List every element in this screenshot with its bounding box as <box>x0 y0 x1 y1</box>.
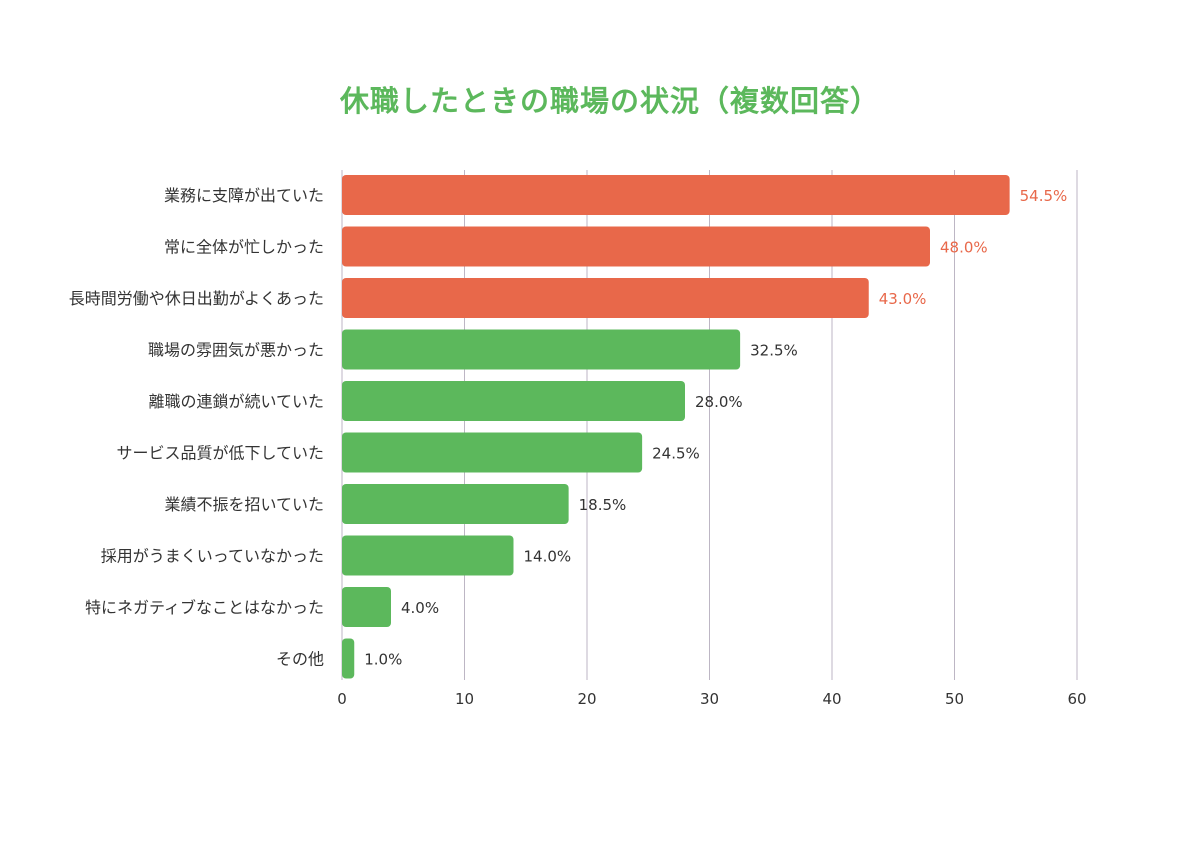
category-label: 採用がうまくいっていなかった <box>101 547 324 566</box>
category-label: 職場の雰囲気が悪かった <box>148 341 324 360</box>
category-label: 業績不振を招いていた <box>164 495 324 514</box>
bar <box>342 381 685 421</box>
bar <box>342 432 643 473</box>
value-label: 4.0% <box>401 599 439 617</box>
value-label: 14.0% <box>524 548 572 566</box>
category-label: 特にネガティブなことはなかった <box>85 598 324 617</box>
tick-label: 20 <box>577 690 596 708</box>
category-label: サービス品質が低下していた <box>116 444 324 463</box>
bar <box>342 484 569 524</box>
tick-label: 10 <box>455 690 474 708</box>
category-label: 長時間労働や休日出勤がよくあった <box>69 289 324 308</box>
bar <box>342 638 355 679</box>
category-label: 離職の連鎖が続いていた <box>148 392 324 411</box>
value-label: 1.0% <box>364 651 402 669</box>
bar <box>342 587 391 627</box>
category-label: 業務に支障が出ていた <box>164 186 324 205</box>
value-label: 32.5% <box>750 342 798 360</box>
category-label: 常に全体が忙しかった <box>164 238 324 257</box>
tick-label: 40 <box>822 690 841 708</box>
value-label: 18.5% <box>579 496 627 514</box>
bar <box>342 175 1010 215</box>
bar <box>342 226 930 267</box>
tick-label: 60 <box>1067 690 1086 708</box>
tick-label: 50 <box>945 690 964 708</box>
value-label: 43.0% <box>879 290 927 308</box>
bar <box>342 278 869 318</box>
bar <box>342 535 514 576</box>
value-label: 24.5% <box>652 445 700 463</box>
value-label: 54.5% <box>1020 187 1068 205</box>
category-label: その他 <box>276 650 324 669</box>
tick-label: 0 <box>337 690 347 708</box>
value-label: 28.0% <box>695 393 743 411</box>
chart-title: 休職したときの職場の状況（複数回答） <box>339 84 880 118</box>
value-label: 48.0% <box>940 239 988 257</box>
bar <box>342 329 741 370</box>
tick-label: 30 <box>700 690 719 708</box>
